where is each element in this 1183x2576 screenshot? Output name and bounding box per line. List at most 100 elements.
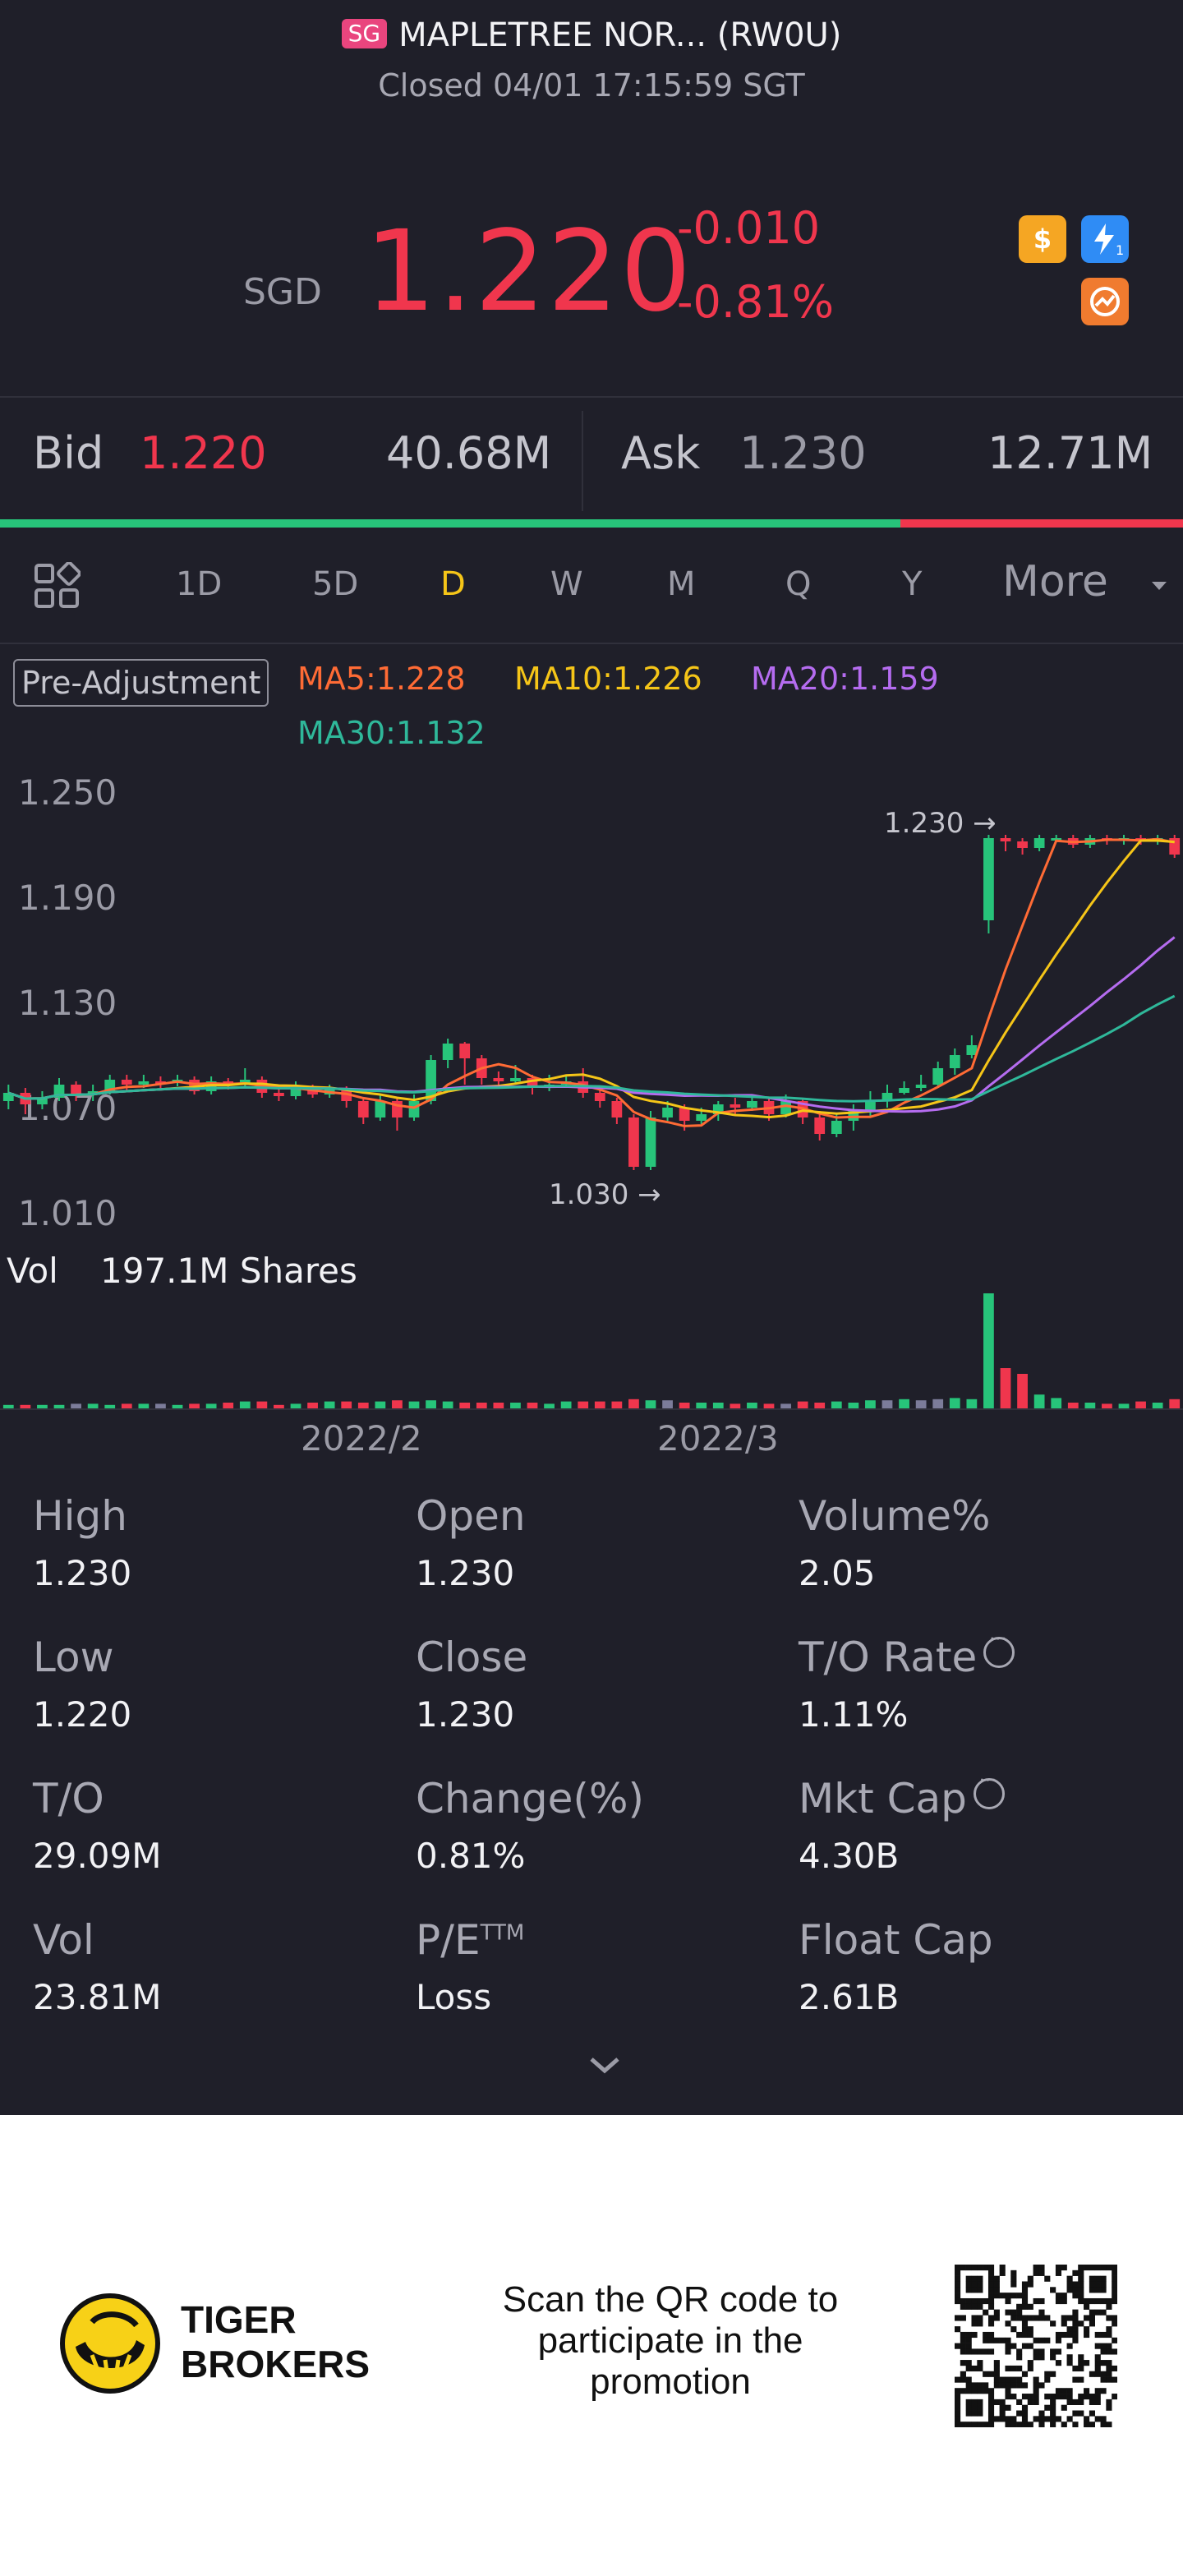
candle[interactable] — [949, 1055, 960, 1068]
candle[interactable] — [121, 1080, 132, 1085]
qr-module — [1021, 2293, 1029, 2299]
info-icon[interactable] — [983, 1629, 1015, 1668]
tab-m[interactable]: M — [667, 565, 696, 603]
tab-1d[interactable]: 1D — [176, 565, 223, 603]
candle[interactable] — [645, 1117, 656, 1167]
stat-label-mkt-cap: Mkt Cap — [799, 1771, 1005, 1823]
volume-bar — [121, 1403, 132, 1408]
qr-module — [1072, 2315, 1079, 2321]
info-icon[interactable] — [973, 1771, 1005, 1809]
qr-module — [1027, 2399, 1033, 2405]
qr-module — [1027, 2394, 1033, 2400]
candle[interactable] — [966, 1045, 978, 1055]
volume-bar — [983, 1293, 994, 1408]
qr-module — [1100, 2331, 1107, 2339]
qr-module — [965, 2281, 972, 2288]
qr-module — [1027, 2365, 1033, 2372]
candle[interactable] — [881, 1093, 893, 1101]
candlestick-chart[interactable] — [0, 756, 1183, 1233]
candle[interactable] — [459, 1044, 471, 1058]
candle[interactable] — [290, 1088, 302, 1096]
candle[interactable] — [932, 1068, 944, 1085]
qr-module — [1094, 2360, 1101, 2366]
candle[interactable] — [594, 1093, 605, 1101]
lightning-icon[interactable]: 1 — [1081, 215, 1129, 263]
qr-module — [1038, 2270, 1045, 2276]
tab-5d[interactable]: 5D — [312, 565, 359, 603]
qr-module — [1089, 2371, 1095, 2377]
candle[interactable] — [1051, 838, 1062, 841]
qr-module — [965, 2388, 972, 2394]
candle[interactable] — [155, 1081, 166, 1084]
qr-module — [993, 2281, 1000, 2288]
candle[interactable] — [747, 1101, 757, 1108]
tab-y[interactable]: Y — [902, 565, 923, 603]
candle[interactable] — [1000, 838, 1011, 841]
candle[interactable] — [611, 1101, 623, 1117]
qr-module — [1021, 2303, 1029, 2310]
qr-module — [971, 2297, 978, 2305]
qr-module — [1100, 2287, 1107, 2293]
candle[interactable] — [510, 1078, 521, 1081]
bid-label: Bid — [33, 427, 104, 479]
candle[interactable] — [442, 1044, 453, 1060]
candle[interactable] — [780, 1101, 791, 1114]
qr-code[interactable] — [955, 2265, 1117, 2427]
dollar-icon[interactable]: $ — [1019, 215, 1066, 263]
candle[interactable] — [899, 1088, 909, 1093]
candle[interactable] — [71, 1085, 81, 1094]
chevron-down-icon[interactable] — [1150, 580, 1168, 597]
candle[interactable] — [138, 1081, 150, 1085]
qr-module — [1061, 2265, 1067, 2271]
qr-module — [955, 2388, 961, 2394]
candle[interactable] — [274, 1093, 284, 1096]
candle[interactable] — [696, 1114, 707, 1121]
tab-w[interactable]: W — [550, 565, 583, 603]
qr-module — [1021, 2382, 1029, 2389]
svg-text:1: 1 — [1116, 242, 1124, 258]
options-icon[interactable] — [1081, 278, 1129, 325]
qr-module — [955, 2275, 961, 2282]
qr-module — [960, 2422, 966, 2427]
candle[interactable] — [357, 1101, 369, 1117]
volume-bar — [239, 1401, 251, 1408]
candle[interactable] — [628, 1117, 639, 1167]
qr-module — [1112, 2376, 1117, 2383]
candle[interactable] — [865, 1101, 876, 1111]
candle[interactable] — [915, 1085, 927, 1088]
y-tick-label: 1.010 — [18, 1193, 117, 1233]
candle[interactable] — [493, 1078, 504, 1081]
candle[interactable] — [1017, 841, 1028, 848]
candle[interactable] — [408, 1101, 420, 1117]
qr-module — [1106, 2376, 1112, 2383]
candle[interactable] — [662, 1108, 673, 1117]
qr-module — [1010, 2281, 1017, 2288]
tab-more[interactable]: More — [1002, 557, 1108, 606]
candle[interactable] — [983, 838, 994, 920]
qr-module — [1038, 2315, 1045, 2321]
candle[interactable] — [375, 1101, 386, 1117]
volume-bar — [1051, 1398, 1062, 1408]
candle[interactable] — [814, 1117, 826, 1134]
volume-bar — [189, 1403, 200, 1408]
adjustment-toggle[interactable]: Pre-Adjustment — [13, 659, 269, 707]
volume-chart[interactable] — [0, 1290, 1183, 1408]
tab-d[interactable]: D — [440, 565, 466, 603]
expand-chevron-icon[interactable] — [588, 2056, 621, 2079]
candle[interactable] — [679, 1108, 690, 1121]
qr-module — [987, 2348, 995, 2355]
candle[interactable] — [831, 1121, 842, 1134]
qr-module — [1021, 2416, 1029, 2422]
candle[interactable] — [2, 1093, 14, 1101]
qr-module — [965, 2343, 972, 2349]
candle[interactable] — [37, 1098, 48, 1104]
qr-module — [977, 2275, 983, 2282]
candle[interactable] — [730, 1104, 741, 1108]
volume-bar — [899, 1399, 909, 1408]
grid-layout-icon[interactable] — [33, 561, 81, 613]
candle[interactable] — [87, 1091, 99, 1094]
tab-q[interactable]: Q — [785, 565, 812, 603]
ask-price: 1.230 — [739, 427, 867, 479]
candle[interactable] — [1033, 838, 1045, 848]
qr-module — [965, 2297, 972, 2305]
